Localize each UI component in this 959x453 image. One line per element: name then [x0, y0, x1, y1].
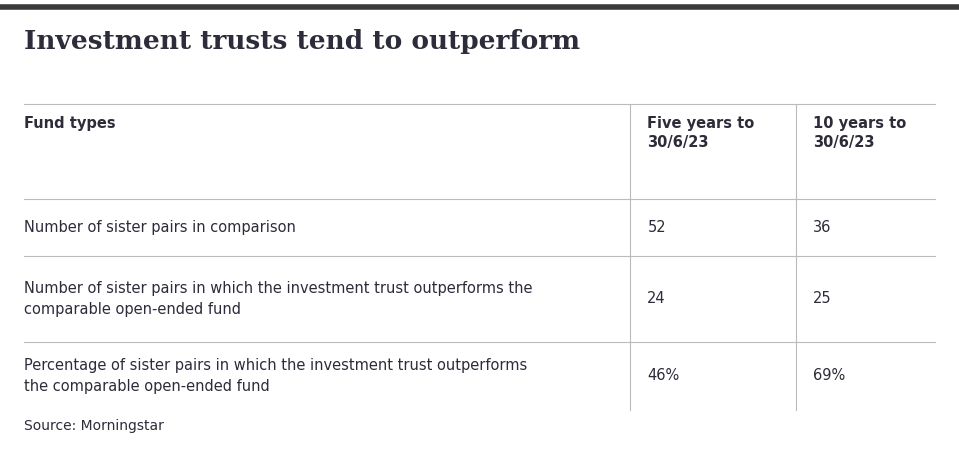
Text: 24: 24: [647, 291, 666, 307]
Text: Investment trusts tend to outperform: Investment trusts tend to outperform: [24, 29, 580, 54]
Text: 52: 52: [647, 220, 666, 235]
Text: 69%: 69%: [813, 368, 846, 384]
Text: 10 years to
30/6/23: 10 years to 30/6/23: [813, 116, 906, 150]
Text: 46%: 46%: [647, 368, 680, 384]
Text: 25: 25: [813, 291, 831, 307]
Text: Percentage of sister pairs in which the investment trust outperforms
the compara: Percentage of sister pairs in which the …: [24, 358, 527, 394]
Text: Fund types: Fund types: [24, 116, 116, 130]
Text: 36: 36: [813, 220, 831, 235]
Text: Number of sister pairs in comparison: Number of sister pairs in comparison: [24, 220, 295, 235]
Text: Five years to
30/6/23: Five years to 30/6/23: [647, 116, 755, 150]
Text: Number of sister pairs in which the investment trust outperforms the
comparable : Number of sister pairs in which the inve…: [24, 281, 532, 317]
Text: Source: Morningstar: Source: Morningstar: [24, 419, 164, 433]
